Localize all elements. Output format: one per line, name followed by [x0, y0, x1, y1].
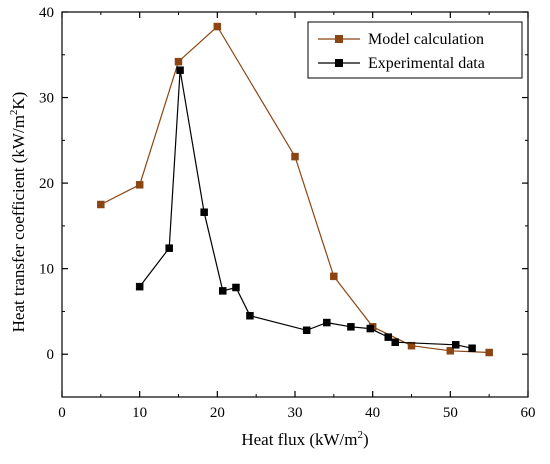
series-1-point-14: [468, 344, 476, 352]
legend-label-1: Experimental data: [368, 55, 485, 72]
series-1-point-12: [391, 338, 399, 346]
y-tick-label-0: 0: [47, 347, 55, 363]
x-axis-title-end: ): [363, 430, 369, 449]
series-1-point-13: [452, 341, 460, 349]
series-1-point-6: [246, 311, 254, 320]
series-0-point-2: [174, 57, 183, 66]
series-0-point-7: [407, 341, 416, 350]
series-1: [135, 66, 476, 352]
series-0-point-9: [485, 348, 493, 357]
legend-marker-0: [335, 35, 343, 43]
x-tick-label-1: 10: [132, 405, 147, 421]
legend: Model calculation Experimental data: [307, 21, 523, 79]
series-1-point-10: [366, 324, 375, 333]
plot-layer: 0 10 20 30 40 50 60 0 10 20 30 40 Model calculation E…: [39, 5, 536, 421]
x-tick-label-0: 0: [58, 405, 66, 421]
series-1-point-2: [176, 66, 184, 74]
y-tick-label-3: 30: [39, 91, 54, 107]
x-axis-title: Heat flux (kW/m2): [241, 429, 368, 449]
series-0-point-1: [135, 181, 144, 189]
y-tick-label-2: 20: [39, 176, 54, 192]
series-1-point-0: [135, 282, 144, 291]
series-1-point-5: [232, 283, 240, 292]
y-axis-title-main: Heat transfer coefficient (kW/m: [9, 115, 28, 332]
x-tick-label-2: 20: [210, 405, 225, 421]
x-tick-label-4: 40: [365, 405, 380, 421]
series-1-point-7: [302, 326, 311, 335]
x-tick-label-3: 30: [288, 405, 303, 421]
y-axis-title-sup: 2: [8, 110, 20, 116]
series-1-line: [139, 70, 473, 349]
series-1-point-11: [384, 333, 392, 341]
series-0-point-3: [213, 22, 222, 31]
series-1-point-1: [165, 244, 173, 252]
series-0-point-4: [291, 152, 299, 161]
series-1-point-4: [219, 287, 227, 295]
legend-marker-1: [335, 59, 343, 67]
y-axis-title: Heat transfer coefficient (kW/m2K): [8, 92, 28, 333]
x-axis-title-main: Heat flux (kW/m: [241, 430, 357, 449]
y-tick-label-1: 10: [39, 262, 54, 278]
x-tick-label-5: 50: [443, 405, 458, 421]
series-0-line: [100, 25, 490, 354]
series-0-point-5: [330, 272, 338, 281]
y-axis-title-end: K): [9, 92, 28, 110]
series-0-point-0: [97, 200, 105, 209]
legend-label-0: Model calculation: [368, 31, 484, 48]
series-1-point-9: [347, 323, 355, 331]
x-axis-title-sup: 2: [357, 429, 363, 441]
y-tick-label-4: 40: [39, 5, 54, 21]
legend-box: [307, 21, 523, 79]
series-1-point-3: [200, 208, 208, 216]
x-tick-label-6: 60: [521, 405, 536, 421]
series-0-point-8: [446, 347, 455, 355]
series-1-point-8: [323, 318, 331, 327]
